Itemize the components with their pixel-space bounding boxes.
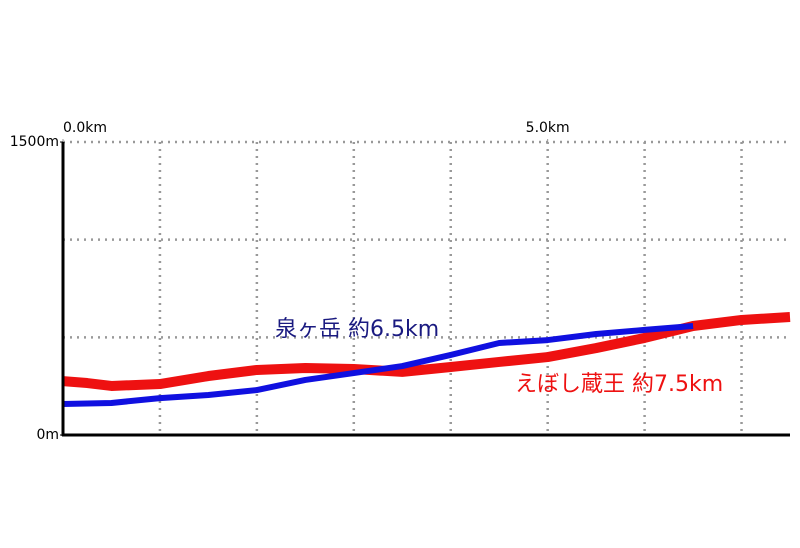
x-tick-label: 0.0km (63, 120, 107, 136)
elevation-line (62, 312, 791, 391)
y-tick-label: 1500m (10, 134, 59, 150)
elevation-line (62, 323, 694, 407)
series-label: 泉ヶ岳 約6.5km (275, 317, 439, 342)
x-tick-label: 5.0km (526, 120, 570, 136)
y-tick-label: 0m (36, 427, 59, 443)
series-label: えぼし蔵王 約7.5km (515, 372, 723, 397)
